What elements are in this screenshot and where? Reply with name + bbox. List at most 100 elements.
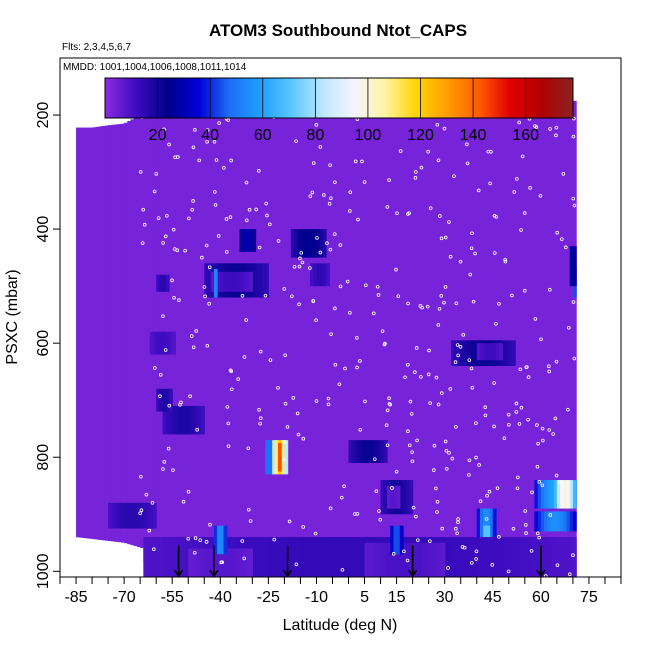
track-point [439,391,444,395]
heatmap-cell-surface-970 [287,537,292,577]
heatmap-cell-surface-970 [553,537,558,577]
track-point [414,514,418,519]
track-point [281,457,286,462]
heatmap-cell-high-870 [547,480,552,509]
heatmap-cell-band-900 [140,502,144,529]
heatmap-column [242,104,247,577]
heatmap-cell-surface-970 [473,537,478,577]
heatmap-cell-surface-970 [563,537,568,577]
track-point [248,519,253,523]
track-point [514,401,519,406]
heatmap-column [294,103,298,577]
heatmap-cell-surface-970 [556,537,561,577]
track-point [188,394,192,399]
track-point [328,163,332,167]
heatmap-cell-surface-970 [354,537,359,577]
heatmap-cell-band-620 [451,340,455,366]
heatmap-cell-core-620 [476,343,481,361]
track-point [490,563,495,567]
heatmap-cell-high-900 [550,511,555,532]
heatmap-cell-surface-970 [178,537,183,577]
x-tick-label: 45 [484,589,502,606]
heatmap-cell-surface-970 [255,537,260,577]
heatmap-cell-surface-970 [463,537,468,577]
heatmap-cell-surface-970 [447,537,452,577]
heatmap-cell-surface-970 [165,537,170,577]
heatmap-column [226,104,231,577]
track-point [297,264,302,269]
track-point [453,360,458,364]
colorbar-tick-label: 20 [149,127,167,144]
track-point [326,402,331,407]
track-point [355,336,359,340]
track-point [506,569,511,574]
heatmap-column [544,100,548,577]
track-point [190,207,195,212]
track-point [193,536,198,540]
track-point [385,408,390,413]
heatmap-column [425,103,430,577]
track-point [553,416,558,421]
track-point [517,120,522,125]
heatmap-cell-surface-970 [185,537,189,577]
heatmap-column [245,104,250,577]
track-point [333,306,337,311]
heatmap-cell-cell-420 [319,229,324,258]
heatmap-column [191,105,196,577]
track-point [555,230,559,235]
track-point [214,158,219,162]
track-point [507,422,511,427]
heatmap-cell-surface-core-b [377,542,382,577]
heatmap-column [201,105,205,577]
heatmap-cell-band-740 [178,405,183,435]
track-point [254,207,259,212]
track-point [385,443,390,448]
heatmap-column [374,103,378,577]
heatmap-cell-band-500 [204,263,209,298]
heatmap-cell-cell-420 [297,229,302,258]
track-point [163,234,168,239]
x-axis: -85 -70 -55 -40 -25 -10 5 15 30 45 60 75 [59,577,622,606]
track-point [328,247,333,252]
track-point [178,402,182,407]
track-point [219,560,224,565]
track-point [443,285,448,289]
heatmap-cell-surface-970 [348,537,353,577]
heatmap-cell-surface-core-b [399,542,404,577]
heatmap-cell-surface-970 [457,537,462,577]
heatmap-cell-surface-970 [159,537,164,577]
track-point [426,372,431,377]
heatmap-cell-band-900 [117,502,122,529]
heatmap-cell-high-870b [572,480,577,509]
heatmap-column [130,119,135,546]
heatmap-column [207,104,212,577]
heatmap-cell-surface-970 [261,537,266,577]
heatmap-cell-surface-970 [495,537,500,577]
track-point [444,466,449,471]
heatmap-cell-surface-core [233,548,237,577]
track-point [385,205,390,209]
track-point [360,159,364,164]
heatmap-cell-hotspot-800 [274,440,279,475]
plot-frame [59,57,622,578]
heatmap-cell-surface-970 [521,537,526,577]
track-point [308,266,312,270]
track-point [340,568,345,572]
heatmap-cell-high-870 [534,480,539,509]
heatmap-cell-band-740 [175,405,180,435]
track-point [469,561,474,565]
heatmap-cell-surface-970 [569,537,574,577]
arrow-head [173,569,184,578]
heatmap-cell-core-620 [486,343,491,361]
heatmap-cell-surface-970 [284,537,289,577]
track-point [240,293,245,298]
heatmap-column [492,102,497,577]
x-tick-label: -10 [305,589,328,606]
track-point [478,499,483,504]
track-point [194,329,199,333]
heatmap-cell-band-700 [165,388,170,412]
track-point [171,227,176,232]
track-point [272,537,277,542]
y-tick-label: 600 [35,330,52,357]
track-point [152,547,156,552]
